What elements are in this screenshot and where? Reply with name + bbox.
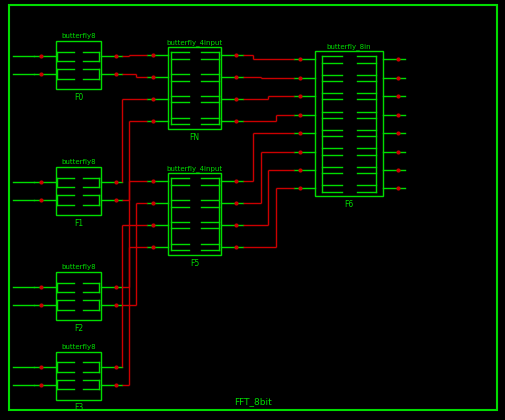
Text: F3: F3	[74, 403, 83, 412]
Text: butterfly8: butterfly8	[61, 344, 95, 350]
Text: F1: F1	[74, 218, 83, 228]
Bar	[168, 173, 221, 255]
Text: F0: F0	[74, 92, 83, 102]
Text: F6: F6	[344, 200, 353, 209]
Text: FN: FN	[189, 132, 199, 142]
Bar	[56, 41, 101, 89]
Text: butterfly8: butterfly8	[61, 264, 95, 270]
Bar	[56, 272, 101, 320]
Text: FFT_8bit: FFT_8bit	[234, 398, 271, 407]
Text: butterfly_8in: butterfly_8in	[326, 43, 371, 50]
Text: butterfly8: butterfly8	[61, 33, 95, 39]
Text: butterfly8: butterfly8	[61, 159, 95, 165]
Bar	[314, 52, 383, 197]
Bar	[56, 167, 101, 215]
Bar	[56, 352, 101, 400]
Bar	[168, 47, 221, 129]
Text: butterfly_4input: butterfly_4input	[167, 165, 222, 172]
Text: butterfly_4input: butterfly_4input	[167, 39, 222, 45]
Text: F2: F2	[74, 323, 83, 333]
Text: F5: F5	[190, 258, 199, 268]
